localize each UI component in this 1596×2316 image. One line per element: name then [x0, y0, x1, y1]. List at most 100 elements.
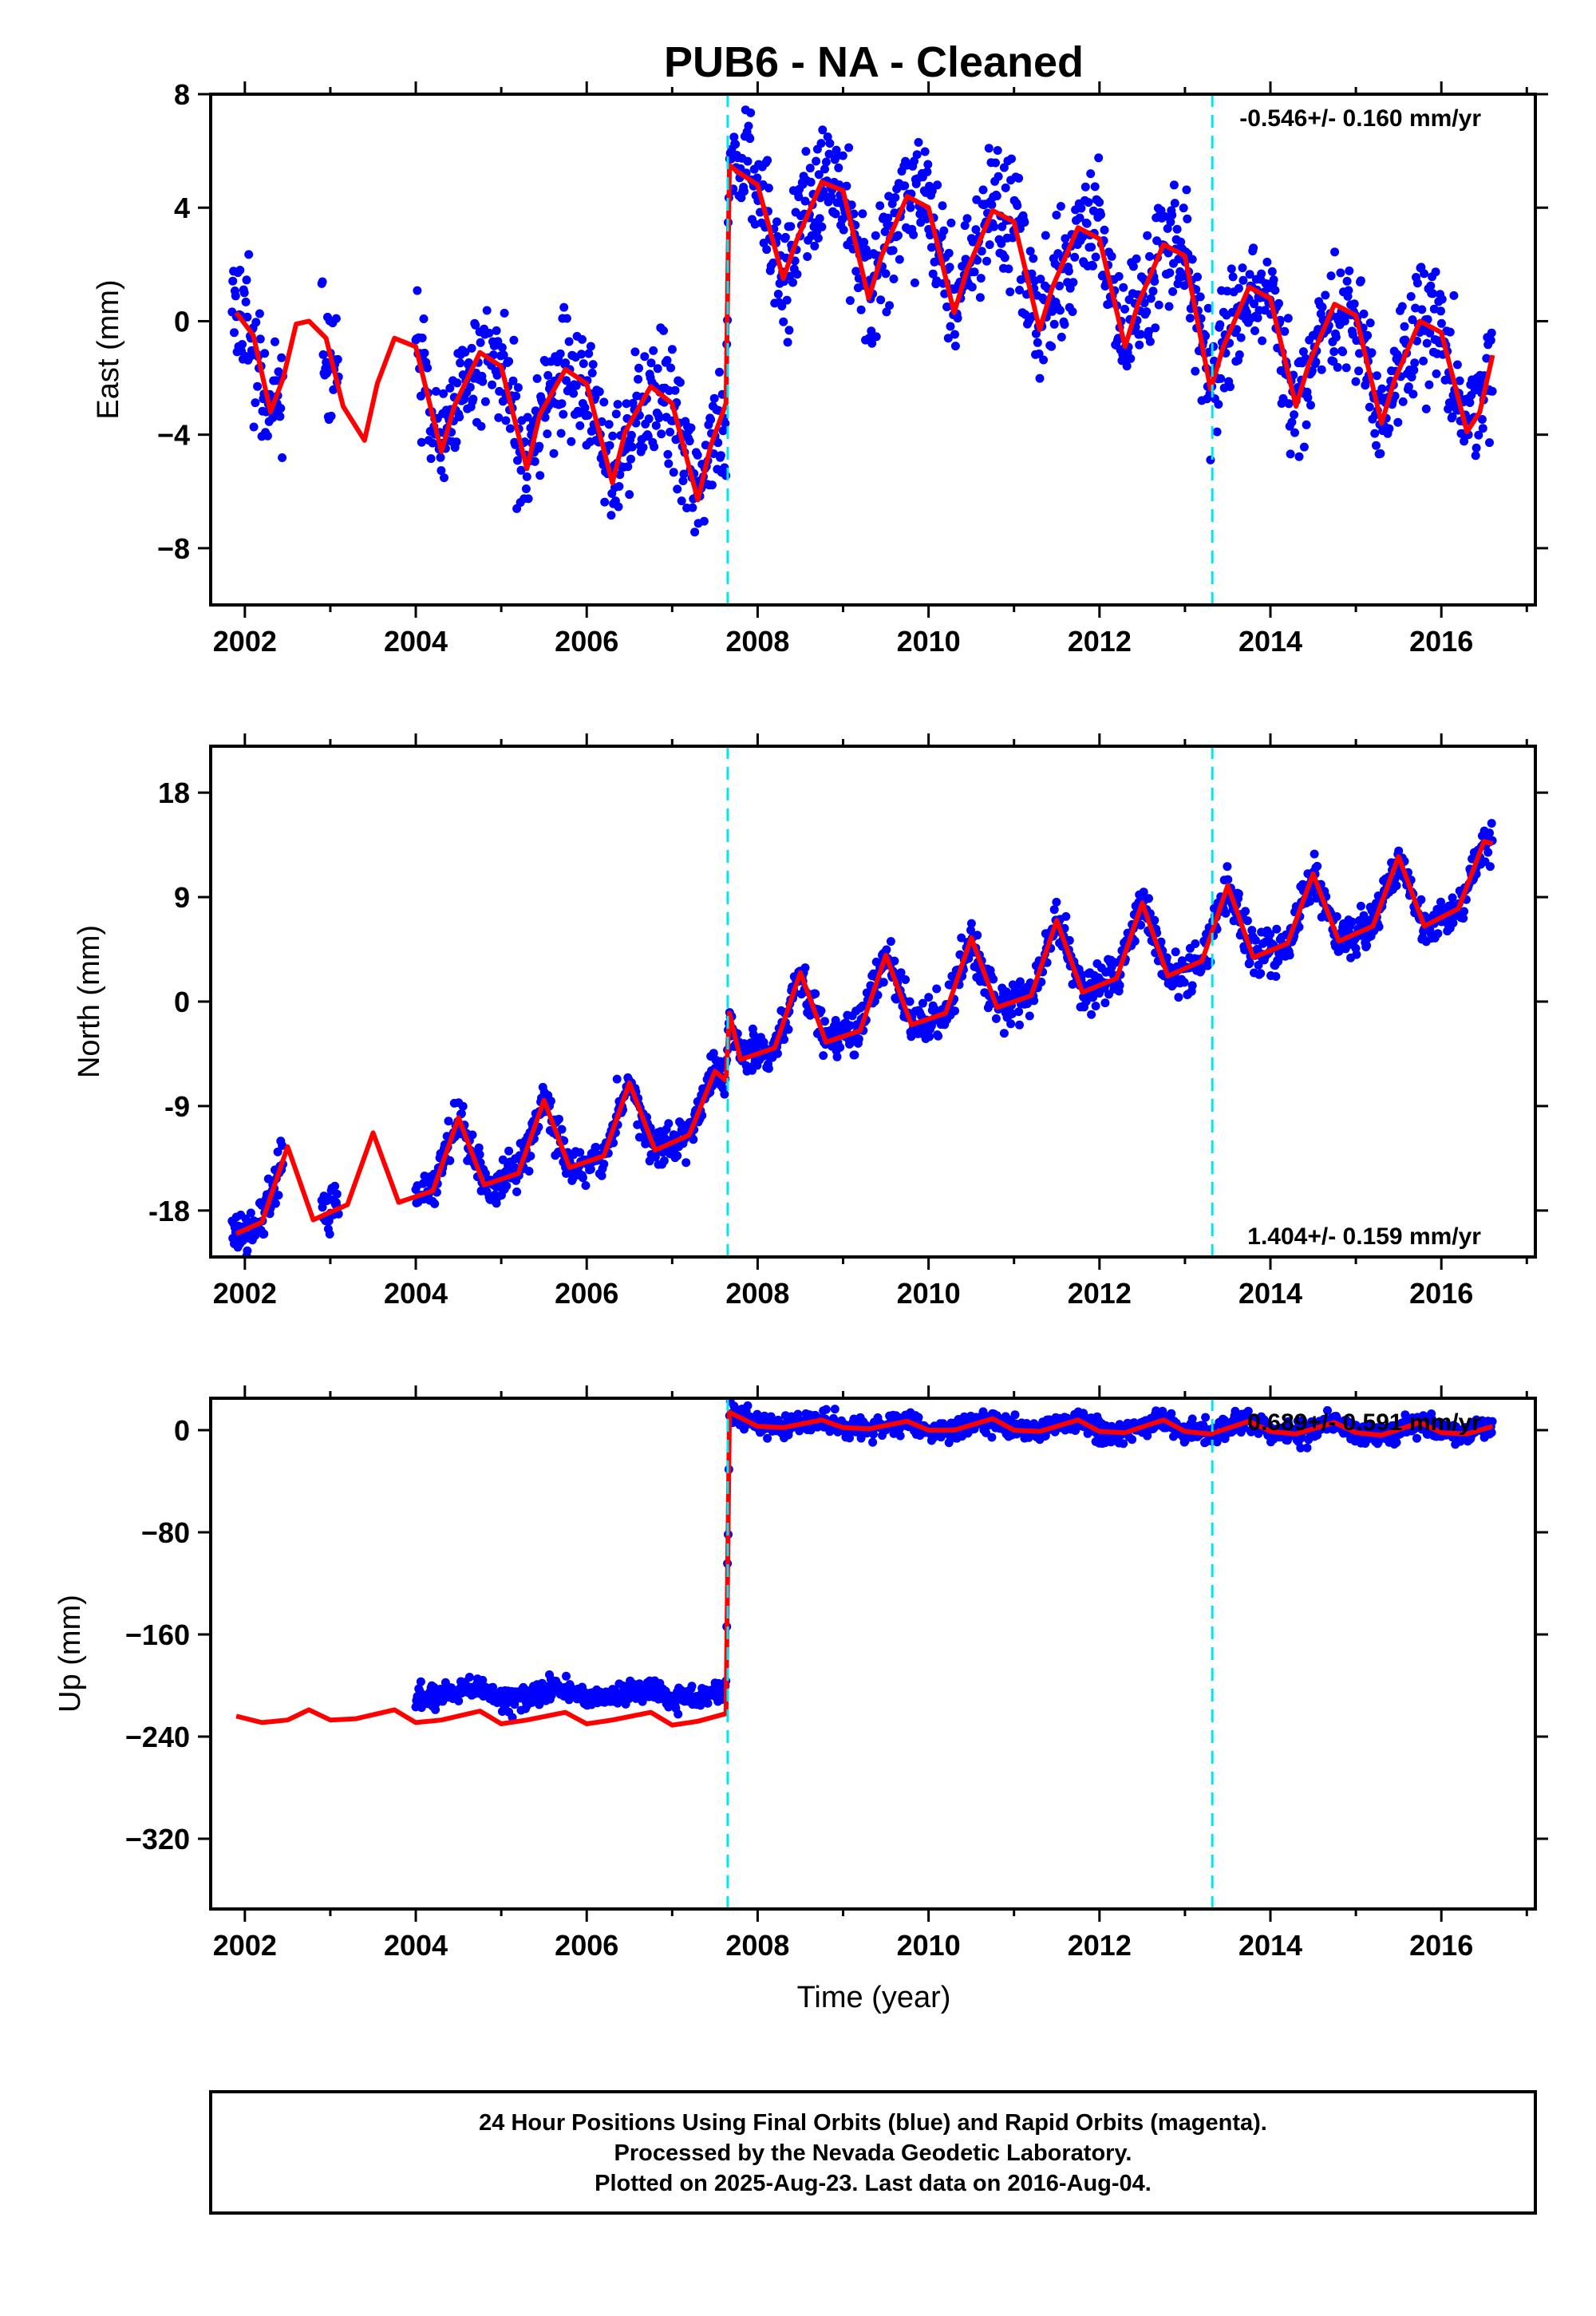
data-point: [488, 380, 497, 389]
data-point: [718, 426, 728, 436]
data-point: [1144, 326, 1153, 336]
data-point: [1356, 276, 1365, 286]
data-point: [1119, 1439, 1128, 1448]
data-point: [426, 454, 436, 464]
data-point: [1257, 269, 1266, 279]
data-point: [932, 984, 942, 994]
data-point: [1179, 204, 1188, 213]
data-point: [821, 1405, 831, 1414]
y-tick-label: −240: [125, 1721, 190, 1753]
data-point: [768, 258, 778, 267]
data-point: [831, 209, 840, 219]
model-fit-line: [234, 162, 1495, 503]
data-point: [1306, 896, 1315, 906]
data-point: [889, 275, 899, 283]
data-point: [847, 1037, 856, 1047]
data-point: [830, 1405, 839, 1414]
data-point: [978, 185, 988, 195]
data-point: [1245, 958, 1254, 967]
footer-line-2: Processed by the Nevada Geodetic Laborat…: [614, 2140, 1132, 2166]
data-point: [1082, 219, 1092, 228]
data-point: [1406, 292, 1416, 301]
data-point: [1408, 389, 1418, 399]
data-point: [1077, 204, 1086, 213]
data-point: [1432, 369, 1441, 378]
data-point: [716, 451, 725, 460]
data-point: [875, 201, 885, 211]
data-point: [241, 297, 251, 306]
data-point: [1195, 292, 1205, 302]
data-point: [1122, 362, 1132, 371]
data-point: [910, 156, 918, 166]
data-point: [1215, 320, 1225, 330]
data-point: [745, 134, 755, 144]
data-point: [681, 1158, 691, 1168]
data-point: [1422, 338, 1432, 348]
data-point: [1136, 920, 1145, 930]
data-point: [571, 381, 581, 390]
data-point: [634, 374, 643, 384]
data-point: [1465, 398, 1475, 407]
data-point: [460, 347, 470, 357]
data-point: [1227, 264, 1236, 274]
data-point: [1436, 318, 1446, 328]
data-point: [881, 269, 891, 279]
data-point: [1326, 271, 1336, 281]
data-point: [746, 108, 756, 117]
data-point: [623, 462, 633, 472]
data-point: [1234, 283, 1243, 293]
plot-frame-1: [209, 93, 1537, 607]
data-point: [1342, 276, 1352, 286]
data-point: [805, 164, 815, 173]
data-point: [772, 1049, 782, 1058]
data-point: [845, 1433, 854, 1443]
data-point: [564, 337, 574, 346]
data-point: [439, 389, 448, 398]
data-point: [1212, 427, 1222, 437]
data-point: [1238, 263, 1247, 273]
data-point: [944, 1438, 954, 1448]
data-point: [567, 437, 576, 446]
data-point: [1014, 1007, 1024, 1017]
data-point: [591, 1143, 601, 1152]
data-point: [277, 353, 286, 362]
data-point: [559, 409, 568, 419]
data-point: [944, 248, 954, 258]
data-point: [1136, 330, 1145, 339]
data-point: [1284, 399, 1294, 409]
data-point: [895, 1431, 905, 1441]
data-point: [275, 412, 285, 421]
data-point: [662, 356, 672, 365]
data-point: [578, 334, 587, 344]
data-point: [1477, 415, 1487, 424]
data-point: [1170, 199, 1179, 208]
data-point: [1015, 286, 1024, 294]
data-point: [812, 156, 821, 166]
data-point: [1359, 309, 1369, 318]
data-point: [626, 454, 635, 464]
data-point: [228, 276, 238, 286]
data-point: [800, 196, 810, 206]
data-point: [764, 184, 773, 193]
data-point: [970, 267, 979, 277]
data-point: [827, 192, 836, 201]
data-point: [271, 337, 279, 346]
data-point: [773, 290, 783, 298]
data-point: [1023, 999, 1032, 1009]
data-point: [1107, 251, 1116, 261]
data-point: [1420, 269, 1429, 279]
data-point: [1020, 218, 1029, 227]
data-point: [513, 383, 523, 393]
x-tick-label: 2004: [384, 1277, 448, 1310]
data-point: [1269, 275, 1278, 285]
data-point: [464, 1673, 474, 1682]
data-point: [1457, 429, 1467, 438]
data-point: [1398, 397, 1408, 406]
data-point: [824, 149, 834, 159]
data-point: [924, 993, 934, 1002]
data-point: [777, 302, 787, 310]
data-point: [762, 245, 772, 255]
data-point: [792, 270, 802, 279]
data-point: [251, 398, 260, 408]
data-point: [1167, 1409, 1176, 1418]
